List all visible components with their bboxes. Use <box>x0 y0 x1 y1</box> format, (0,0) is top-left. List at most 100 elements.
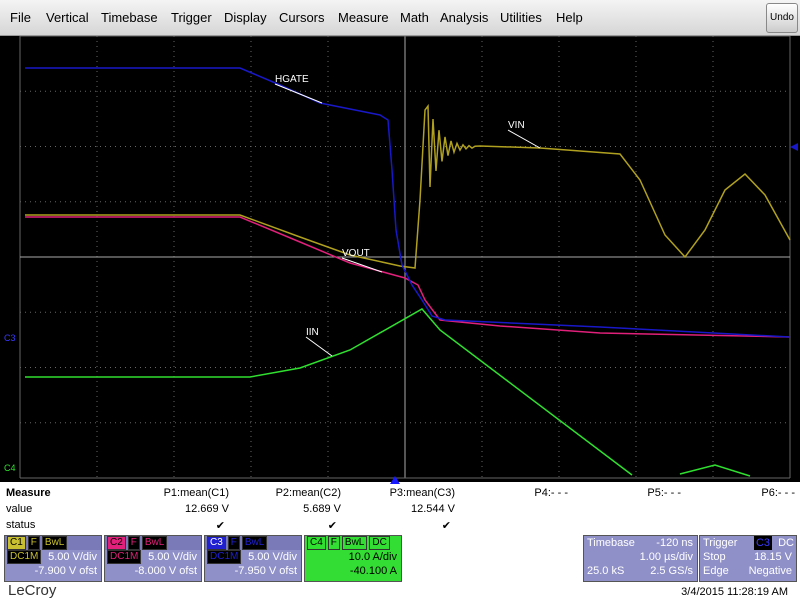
measure-name: P3:mean(C3) <box>389 487 455 499</box>
waveform-display: HGATE VIN VOUT IIN C3 C4 <box>0 35 800 482</box>
menu-item[interactable]: Cursors <box>279 10 325 25</box>
measure-title: Measure <box>6 487 51 499</box>
channel-tag: F <box>227 536 240 550</box>
channel-tag: DC <box>369 536 390 550</box>
measure-row-label: status <box>6 519 36 531</box>
measure-name: P5:- - - <box>647 487 681 499</box>
trace-c1 <box>25 103 791 269</box>
menu-item[interactable]: Trigger <box>171 10 212 25</box>
channel-tag: DC1M <box>107 550 142 564</box>
channel-scale: 5.00 V/div <box>248 551 297 563</box>
trigger-slope: Negative <box>748 565 792 577</box>
timebase-row: Timebase -120 ns <box>584 536 697 550</box>
channel-header: C3 F BwLDC1M <box>205 536 301 564</box>
trigger-title: Trigger <box>703 537 738 549</box>
menu-item[interactable]: File <box>10 10 31 25</box>
label-leader <box>274 83 323 104</box>
measure-value: 5.689 V <box>303 503 341 515</box>
channel-offset: -7.900 V ofst <box>34 565 97 577</box>
trace-c4 <box>25 308 633 476</box>
timebase-delay: -120 ns <box>656 537 693 549</box>
trace-label: HGATE <box>275 74 309 85</box>
measure-name: P2:mean(C2) <box>275 487 341 499</box>
undo-button[interactable]: Undo <box>766 3 798 33</box>
trace-label: VIN <box>508 120 525 131</box>
channel-tag: BwL <box>341 536 368 550</box>
menu-item[interactable]: Math <box>400 10 429 25</box>
channel-marker: C3 <box>4 333 16 343</box>
timestamp: 3/4/2015 11:28:19 AM <box>681 586 788 598</box>
trace-c3 <box>25 67 791 338</box>
trigger-box[interactable]: Trigger C3 DC Stop 18.15 V Edge Negative <box>699 535 797 582</box>
label-leader <box>305 336 333 357</box>
channel-tag: BwL <box>141 536 168 550</box>
label-leader <box>341 257 383 273</box>
trace-label: VOUT <box>342 248 370 259</box>
timebase-rate: 2.5 GS/s <box>650 565 693 577</box>
measure-status: ✔ <box>215 520 225 532</box>
measure-row-label: value <box>6 503 33 515</box>
channel-header: C4 F BwL DC <box>305 536 401 550</box>
channel-label: C3 <box>207 536 226 550</box>
trigger-mode: Stop <box>703 551 726 563</box>
menu-item[interactable]: Utilities <box>500 10 542 25</box>
channel-tag: BwL <box>41 536 68 550</box>
trigger-row: Trigger C3 DC <box>700 536 796 550</box>
channel-tag: DC1M <box>7 550 42 564</box>
channel-header: C1 F BwLDC1M <box>5 536 101 564</box>
channel-box[interactable]: C1 F BwLDC1M 5.00 V/div -7.900 V ofst <box>4 535 102 582</box>
channel-header: C2 F BwLDC1M <box>105 536 201 564</box>
channel-label: C2 <box>107 536 126 550</box>
timebase-box[interactable]: Timebase -120 ns 1.00 µs/div 25.0 kS 2.5 GS/… <box>583 535 698 582</box>
channel-scale: 10.0 A/div <box>348 551 397 563</box>
timebase-row: 1.00 µs/div <box>584 550 697 564</box>
trigger-level: 18.15 V <box>754 551 792 563</box>
channel-box[interactable]: C3 F BwLDC1M 5.00 V/div -7.950 V ofst <box>204 535 302 582</box>
channel-scale: 5.00 V/div <box>48 551 97 563</box>
menu-item[interactable]: Vertical <box>46 10 89 25</box>
measure-name: P6:- - - <box>761 487 795 499</box>
timebase-title: Timebase <box>587 537 635 549</box>
channel-tag: F <box>327 536 340 550</box>
level-marker <box>790 143 798 151</box>
channel-box[interactable]: C2 F BwLDC1M 5.00 V/div -8.000 V ofst <box>104 535 202 582</box>
trigger-source: C3 <box>753 536 772 550</box>
trigger-position <box>390 476 400 484</box>
channel-offset: -7.950 V ofst <box>234 565 297 577</box>
timebase-row: 25.0 kS 2.5 GS/s <box>584 564 697 578</box>
channel-offset: -8.000 V ofst <box>134 565 197 577</box>
channel-scale: 5.00 V/div <box>148 551 197 563</box>
channel-marker: C4 <box>4 463 16 473</box>
channel-tag: F <box>127 536 140 550</box>
channel-tag: F <box>27 536 40 550</box>
menu-item[interactable]: Measure <box>338 10 389 25</box>
trigger-row: Edge Negative <box>700 564 796 578</box>
measure-value: 12.669 V <box>184 503 229 515</box>
menu-item[interactable]: Analysis <box>440 10 489 25</box>
channel-tag: BwL <box>241 536 268 550</box>
timebase-scale: 1.00 µs/div <box>639 551 693 563</box>
trigger-type: Edge <box>703 565 729 577</box>
label-leader <box>507 129 541 149</box>
channel-label: C4 <box>307 536 326 550</box>
channel-label: C1 <box>7 536 26 550</box>
measure-value: 12.544 V <box>410 503 455 515</box>
menu-item[interactable]: Help <box>556 10 583 25</box>
trace-c4-tail <box>679 464 751 477</box>
menu-item[interactable]: Timebase <box>101 10 158 25</box>
measure-name: P1:mean(C1) <box>163 487 229 499</box>
waveform-grid: HGATE VIN VOUT IIN C3 C4 <box>4 35 798 479</box>
timebase-samples: 25.0 kS <box>587 565 625 577</box>
menu-item[interactable]: Display <box>224 10 267 25</box>
measure-status: ✔ <box>441 520 451 532</box>
measure-status: ✔ <box>327 520 337 532</box>
trigger-coupling: DC <box>778 537 794 549</box>
brand: LeCroy <box>8 582 57 599</box>
trace-label: IIN <box>306 327 319 338</box>
channel-tag: DC1M <box>207 550 242 564</box>
channel-offset: -40.100 A <box>349 565 397 577</box>
trigger-row: Stop 18.15 V <box>700 550 796 564</box>
channel-box[interactable]: C4 F BwL DC 10.0 A/div -40.100 A <box>304 535 402 582</box>
menu-bar: File Vertical Timebase Trigger Display Cursor… <box>0 0 800 36</box>
